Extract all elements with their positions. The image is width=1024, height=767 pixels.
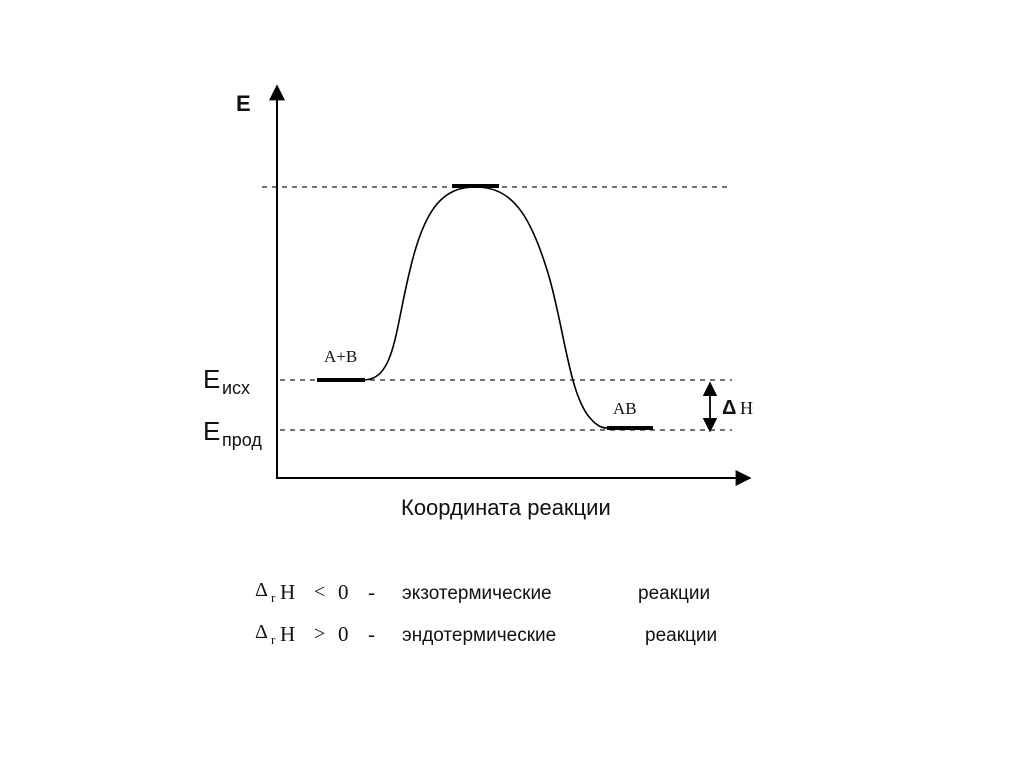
note-symbol: H — [280, 622, 295, 646]
level-subscript: исх — [222, 378, 250, 398]
product-label: AB — [613, 399, 637, 418]
note-delta: Δ — [255, 579, 268, 601]
note-relation: > — [314, 623, 325, 645]
note-relation: < — [314, 581, 325, 603]
note-word: реакции — [645, 625, 717, 646]
energy-curve — [364, 186, 608, 429]
delta-label: H — [740, 398, 753, 418]
note-dash: - — [368, 580, 375, 604]
delta-symbol: Δ — [722, 397, 736, 419]
level-symbol: E — [203, 416, 220, 446]
note-value: 0 — [338, 580, 349, 604]
note-value: 0 — [338, 622, 349, 646]
note: Δ r H > 0 - эндотермические реакции — [255, 621, 717, 647]
note-delta: Δ — [255, 621, 268, 643]
reactants-label: A+B — [324, 347, 357, 366]
note-term: экзотермические — [402, 583, 552, 604]
level-subscript: прод — [222, 430, 262, 450]
note-term: эндотермические — [402, 625, 556, 646]
note-symbol: H — [280, 580, 295, 604]
note: Δ r H < 0 - экзотермические реакции — [255, 579, 710, 605]
level-symbol: E — [203, 364, 220, 394]
x-axis-label: Координата реакции — [401, 495, 611, 520]
note-word: реакции — [638, 583, 710, 604]
note-subscript: r — [271, 590, 276, 605]
note-subscript: r — [271, 632, 276, 647]
y-axis-label: E — [236, 91, 251, 116]
note-dash: - — [368, 622, 375, 646]
